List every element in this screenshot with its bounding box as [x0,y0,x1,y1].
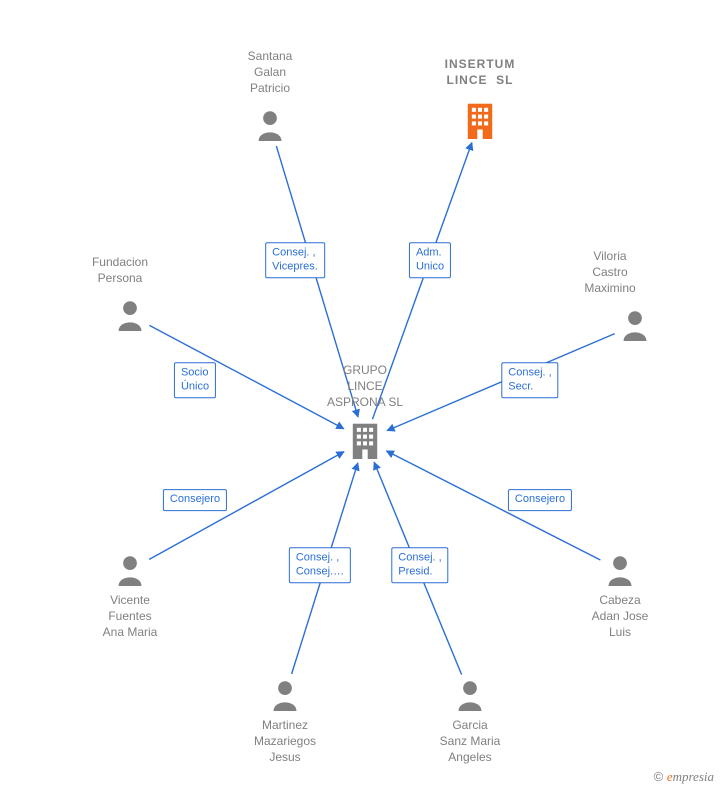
edge-label: Consej. , Vicepres. [265,242,325,278]
edge-label: Adm. Unico [409,242,451,278]
center-node-label: GRUPO LINCE ASPRONA SL [327,362,403,411]
person-icon[interactable] [606,554,634,586]
person-icon[interactable] [116,554,144,586]
brand-rest: mpresia [673,769,714,784]
copyright-symbol: © [654,769,664,784]
edge-label: Socio Único [174,362,216,398]
edge-label: Consejero [508,489,572,511]
node-label: INSERTUM LINCE SL [445,56,516,88]
node-label: Viloria Castro Maximino [584,248,635,297]
node-label: Garcia Sanz Maria Angeles [440,717,501,766]
person-icon[interactable] [456,679,484,711]
edge-label: Consej. , Consej.… [289,547,351,583]
watermark: © empresia [654,769,714,785]
person-icon[interactable] [621,309,649,341]
building-icon[interactable] [463,101,497,139]
node-label: Cabeza Adan Jose Luis [592,592,649,641]
edge-label: Consej. , Secr. [501,362,558,398]
node-label: Santana Galan Patricio [248,48,293,97]
center-building-icon[interactable] [348,421,382,459]
node-label: Martinez Mazariegos Jesus [254,717,316,766]
node-label: Vicente Fuentes Ana Maria [103,592,158,641]
node-label: Fundacion Persona [92,254,148,286]
person-icon[interactable] [271,679,299,711]
edge-label: Consejero [163,489,227,511]
edge-label: Consej. , Presid. [391,547,448,583]
person-icon[interactable] [116,299,144,331]
person-icon[interactable] [256,109,284,141]
